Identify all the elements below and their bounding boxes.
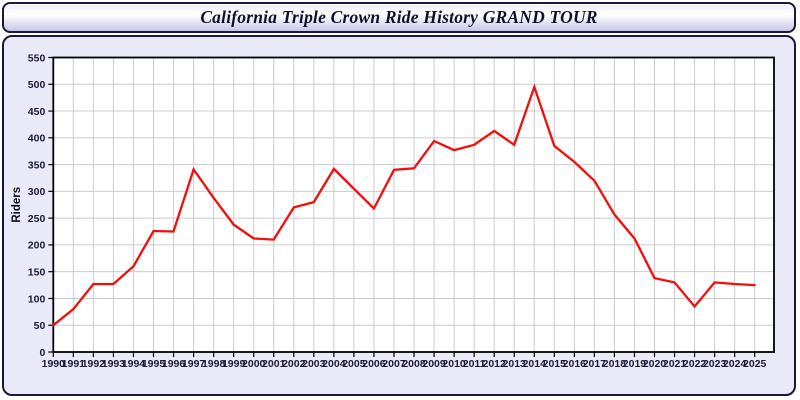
plot-border: [52, 56, 775, 353]
x-tick-label: 2025: [743, 358, 767, 370]
x-tick-label: 2011: [463, 358, 486, 370]
x-tick-label: 2010: [442, 358, 466, 370]
x-tick-label: 1992: [82, 358, 106, 370]
x-tick-label: 2001: [262, 358, 286, 370]
y-tick-label: 500: [28, 79, 46, 91]
x-tick-label: 2007: [382, 358, 406, 370]
x-tick-label: 2004: [322, 358, 346, 370]
x-tick-label: 2014: [523, 358, 547, 370]
x-tick-label: 2023: [703, 358, 727, 370]
x-tick-label: 2003: [302, 358, 326, 370]
x-tick-label: 2005: [342, 358, 366, 370]
y-axis-title: Riders: [11, 187, 23, 223]
y-tick-label: 0: [39, 347, 45, 359]
y-tick-label: 450: [28, 106, 46, 118]
y-tick-label: 350: [28, 159, 46, 171]
chart-panel: 1990 1991 1992 1993 1994 1995 1996 1997 1998 1999…: [2, 35, 796, 396]
x-tick-label: 1994: [122, 358, 146, 370]
y-tick-label: 400: [28, 133, 46, 145]
x-tick-label: 2016: [563, 358, 587, 370]
x-tick-label: 2013: [503, 358, 527, 370]
x-tick-label: 1993: [102, 358, 126, 370]
x-tick-label: 2008: [402, 358, 426, 370]
x-tick-label: 1996: [162, 358, 186, 370]
x-tick-label: 1998: [202, 358, 226, 370]
x-tick-label: 2018: [603, 358, 627, 370]
x-tick-label: 2024: [723, 358, 747, 370]
y-tick-label: 150: [28, 266, 46, 278]
x-tick-label: 1995: [142, 358, 166, 370]
y-tick-label: 300: [28, 186, 46, 198]
y-tick-label: 250: [28, 213, 46, 225]
x-tick-label: 2017: [583, 358, 607, 370]
x-tick-label: 2009: [422, 358, 446, 370]
page-title: California Triple Crown Ride History GRA…: [200, 7, 598, 27]
x-tick-label: 2015: [543, 358, 567, 370]
x-tick-label: 2020: [643, 358, 667, 370]
x-tick-label: 2019: [623, 358, 647, 370]
x-tick-label: 2006: [362, 358, 386, 370]
x-tick-label: 2012: [483, 358, 507, 370]
y-tick-label: 550: [28, 52, 46, 64]
x-tick-label: 2021: [663, 358, 687, 370]
series-line: [52, 83, 756, 327]
x-tick-label: 2000: [242, 358, 266, 370]
x-tick-label: 1997: [182, 358, 206, 370]
y-tick-label: 200: [28, 240, 46, 252]
ride-history-chart: 1990199119921993199419951996199719981999…: [11, 52, 775, 370]
y-tick-label: 100: [28, 293, 46, 305]
x-tick-label: 1999: [222, 358, 246, 370]
x-tick-label: 1991: [62, 358, 86, 370]
x-tick-label: 1990: [42, 358, 66, 370]
y-tick-label: 50: [34, 320, 46, 332]
x-tick-label: 2002: [282, 358, 306, 370]
title-bar: California Triple Crown Ride History GRA…: [2, 2, 796, 33]
x-tick-label: 2022: [683, 358, 707, 370]
